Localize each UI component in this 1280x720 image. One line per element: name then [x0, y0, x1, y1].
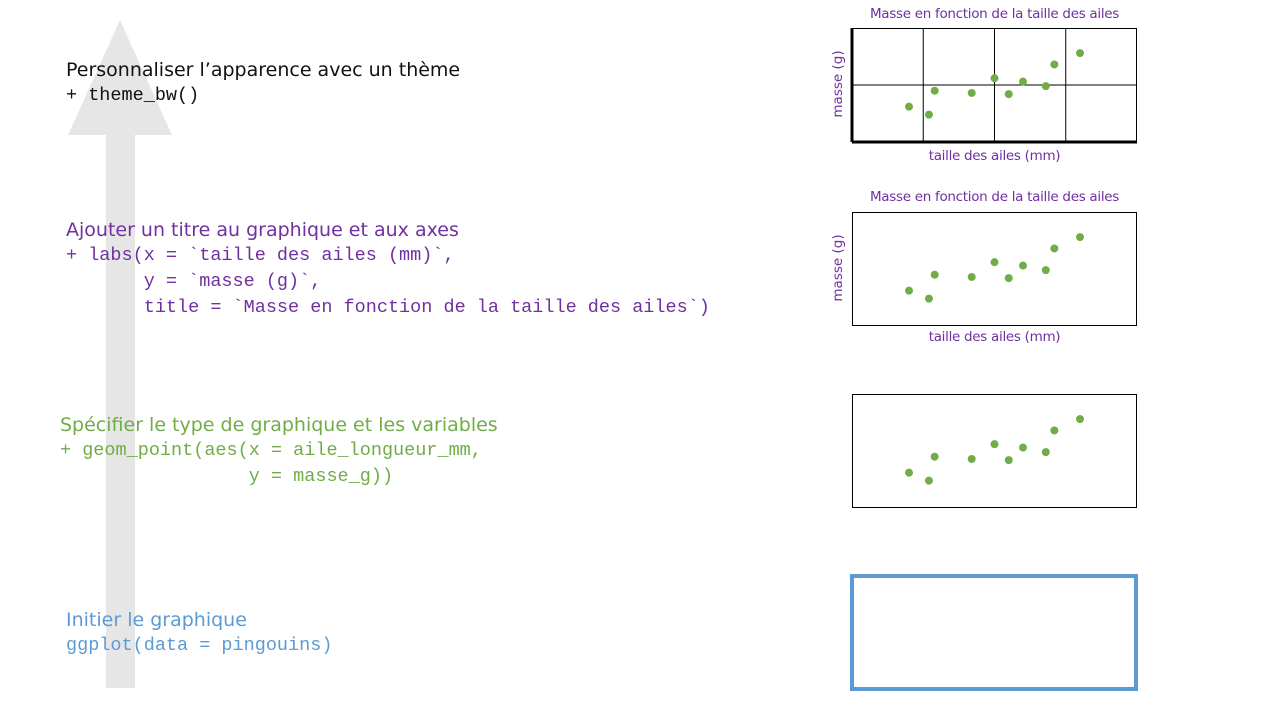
- step-labs-code: + labs(x = `taille des ailes (mm)`, y = …: [66, 245, 710, 318]
- plot-theme-panel: [850, 28, 1137, 144]
- data-point: [967, 272, 976, 281]
- step-init-code: ggplot(data = pingouins): [66, 635, 333, 656]
- data-point: [1041, 82, 1050, 91]
- data-point: [1076, 233, 1084, 242]
- panel-border: [852, 212, 1137, 326]
- data-point: [924, 110, 933, 119]
- data-point: [905, 468, 913, 477]
- data-point: [930, 452, 939, 461]
- data-point: [990, 74, 999, 83]
- plot-theme-xlabel: taille des ailes (mm): [928, 148, 1061, 164]
- plot-geom-svg: [852, 394, 1137, 508]
- step-init: Initier le graphique ggplot(data = pingo…: [66, 607, 332, 659]
- step-theme: Personnaliser l’apparence avec un thème …: [66, 57, 460, 109]
- data-point: [930, 86, 939, 95]
- data-point: [967, 454, 976, 463]
- plot-labs-xlabel: taille des ailes (mm): [928, 329, 1061, 345]
- data-point: [930, 270, 939, 279]
- data-point: [1076, 415, 1084, 424]
- data-point: [1004, 90, 1013, 99]
- data-point: [905, 286, 913, 295]
- up-arrow-icon: [68, 20, 172, 688]
- step-labs-title: Ajouter un titre au graphique et aux axe…: [66, 219, 459, 241]
- data-point: [990, 440, 999, 449]
- step-labs: Ajouter un titre au graphique et aux axe…: [66, 217, 710, 321]
- data-point: [1050, 426, 1059, 435]
- data-point: [990, 258, 999, 267]
- plot-labs-panel: [852, 212, 1137, 326]
- data-point: [1019, 443, 1027, 452]
- panel-border: [852, 394, 1137, 508]
- blank-plot-canvas: [850, 574, 1138, 691]
- plot-theme-ylabel: masse (g): [830, 50, 846, 118]
- data-point: [1019, 77, 1027, 86]
- plot-labs-svg: [852, 212, 1137, 326]
- data-point: [1004, 456, 1013, 465]
- step-geom: Spécifier le type de graphique et les va…: [60, 412, 498, 490]
- step-geom-code: + geom_point(aes(x = aile_longueur_mm, y…: [60, 440, 482, 487]
- step-geom-title: Spécifier le type de graphique et les va…: [60, 414, 498, 436]
- plot-labs-ylabel: masse (g): [830, 234, 846, 302]
- plot-labs-title: Masse en fonction de la taille des ailes: [869, 189, 1120, 205]
- data-point: [1050, 244, 1059, 253]
- plot-theme-title: Masse en fonction de la taille des ailes: [869, 6, 1120, 22]
- data-point: [1050, 60, 1059, 69]
- data-point: [1041, 266, 1050, 275]
- step-theme-title: Personnaliser l’apparence avec un thème: [66, 59, 461, 81]
- data-point: [905, 102, 913, 111]
- plot-theme-svg: [850, 28, 1137, 144]
- step-theme-code: + theme_bw(): [66, 85, 200, 106]
- plot-geom-panel: [852, 394, 1137, 508]
- data-point: [1076, 49, 1084, 58]
- data-point: [1019, 261, 1027, 270]
- data-point: [924, 294, 933, 303]
- data-point: [924, 476, 933, 485]
- data-point: [1041, 448, 1050, 457]
- step-init-title: Initier le graphique: [66, 609, 247, 631]
- data-point: [967, 88, 976, 97]
- data-point: [1004, 274, 1013, 283]
